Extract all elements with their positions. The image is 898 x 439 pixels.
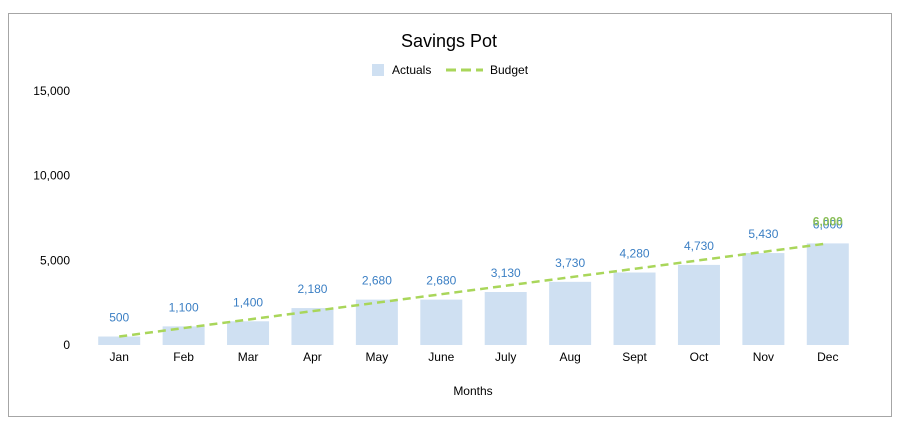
- bar-actuals-dec: [806, 243, 849, 345]
- data-label-actuals: 500: [109, 311, 129, 325]
- data-label-actuals: 3,730: [555, 256, 585, 270]
- x-tick-label: May: [366, 350, 389, 364]
- y-tick-label: 10,000: [33, 169, 70, 183]
- legend-label-budget: Budget: [490, 63, 529, 77]
- x-tick-label: Aug: [559, 350, 580, 364]
- bar-actuals-apr: [291, 308, 334, 345]
- data-label-actuals: 1,100: [169, 300, 199, 314]
- data-label-actuals: 6,000: [813, 217, 843, 231]
- chart-frame: [8, 13, 892, 417]
- x-tick-label: Apr: [303, 350, 322, 364]
- data-label-actuals: 2,680: [426, 274, 456, 288]
- bar-actuals-nov: [742, 253, 785, 345]
- data-label-actuals: 4,280: [620, 247, 650, 261]
- x-tick-label: Jan: [110, 350, 129, 364]
- x-axis-title: Months: [453, 384, 492, 398]
- x-tick-label: June: [428, 350, 454, 364]
- x-tick-label: Feb: [173, 350, 194, 364]
- x-tick-label: Sept: [622, 350, 647, 364]
- bar-actuals-july: [484, 291, 527, 345]
- x-tick-label: Oct: [690, 350, 709, 364]
- data-label-actuals: 4,730: [684, 239, 714, 253]
- budget-line: [119, 242, 828, 338]
- x-tick-label: July: [495, 350, 516, 364]
- data-label-actuals: 2,180: [297, 282, 327, 296]
- data-label-actuals: 5,430: [748, 227, 778, 241]
- bar-actuals-feb: [162, 326, 205, 345]
- bar-actuals-jan: [98, 336, 141, 345]
- legend-label-actuals: Actuals: [392, 63, 431, 77]
- data-label-actuals: 3,130: [491, 266, 521, 280]
- bar-actuals-aug: [549, 281, 592, 345]
- chart-title: Savings Pot: [401, 31, 497, 51]
- bar-actuals-mar: [227, 321, 270, 345]
- x-tick-label: Nov: [753, 350, 774, 364]
- data-label-actuals: 2,680: [362, 274, 392, 288]
- bar-actuals-june: [420, 299, 463, 345]
- y-tick-label: 5,000: [40, 253, 70, 267]
- legend-swatch-actuals: [372, 64, 384, 76]
- bar-actuals-oct: [677, 264, 720, 345]
- x-tick-label: Mar: [238, 350, 259, 364]
- data-label-actuals: 1,400: [233, 295, 263, 309]
- y-tick-label: 0: [63, 338, 70, 352]
- bar-actuals-sept: [613, 272, 656, 345]
- y-tick-label: 15,000: [33, 84, 70, 98]
- x-tick-label: Dec: [817, 350, 838, 364]
- data-label-budget: 6,000: [813, 214, 843, 228]
- bar-actuals-may: [355, 299, 398, 345]
